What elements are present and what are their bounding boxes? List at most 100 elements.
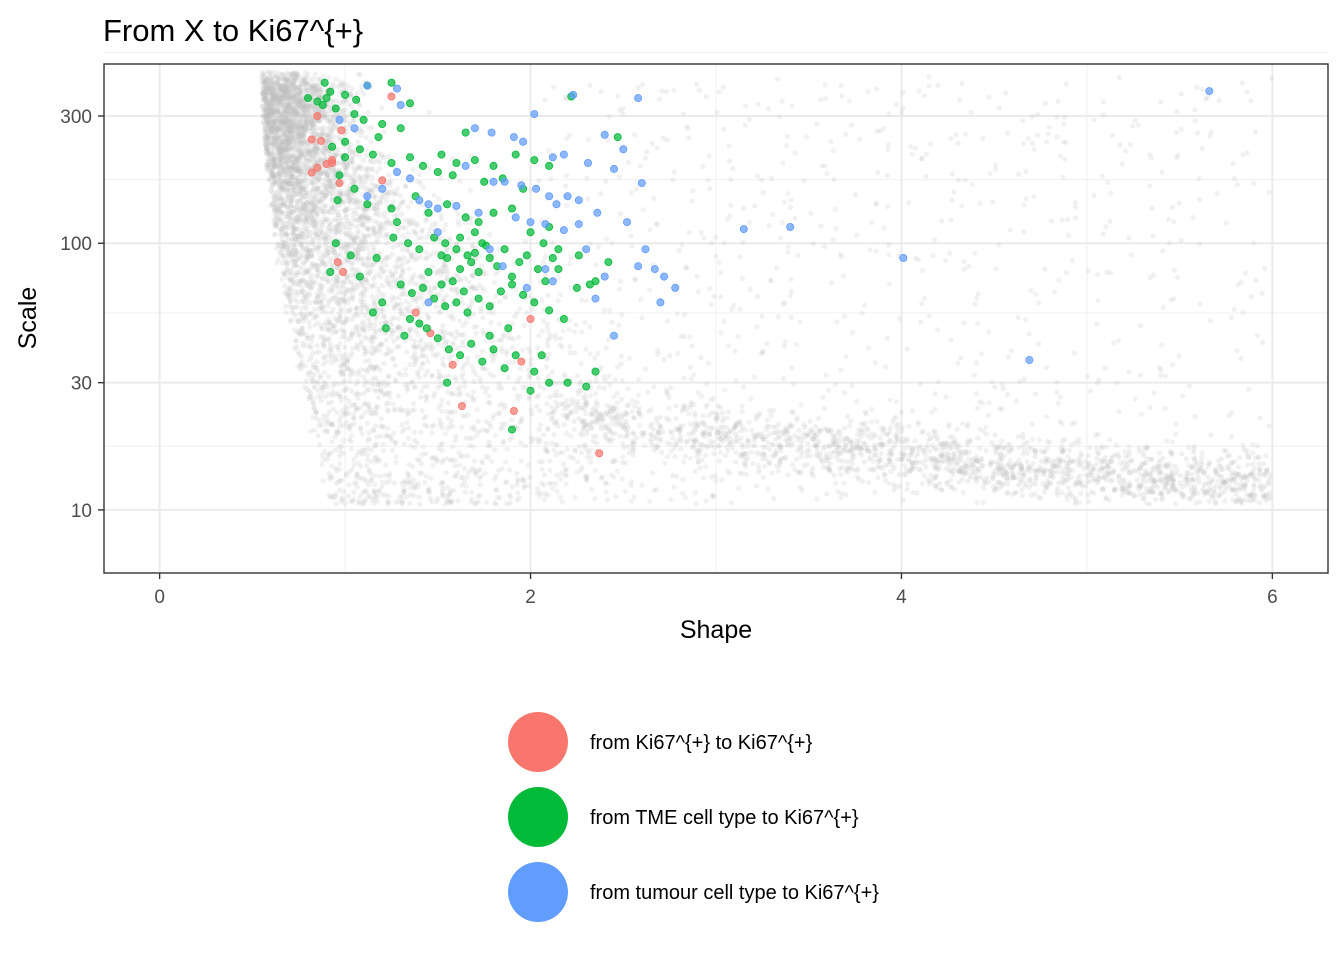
background-point [368, 447, 374, 453]
background-point [358, 83, 365, 89]
background-point [327, 130, 333, 136]
background-point [470, 443, 476, 449]
background-point [797, 484, 803, 490]
background-point [290, 119, 296, 125]
background-point [583, 400, 589, 406]
background-point [366, 430, 372, 436]
background-point [384, 254, 390, 260]
background-point [507, 467, 513, 473]
background-point [267, 113, 274, 120]
background-point [326, 259, 332, 265]
background-point [310, 350, 316, 356]
background-point [323, 185, 329, 191]
background-point [299, 77, 305, 83]
background-point [411, 493, 417, 499]
background-point [315, 245, 321, 251]
background-point [472, 501, 478, 507]
background-point [467, 443, 473, 449]
background-point [369, 166, 375, 173]
background-point [628, 498, 634, 504]
background-point [439, 355, 446, 362]
background-point [428, 287, 434, 293]
background-point [371, 427, 377, 434]
background-point [343, 167, 349, 173]
background-point [573, 321, 579, 328]
background-point [348, 335, 354, 341]
background-point [284, 262, 290, 268]
background-point [277, 99, 283, 105]
background-point [289, 210, 295, 216]
background-point [372, 375, 378, 381]
background-point [351, 117, 357, 123]
background-point [303, 313, 309, 319]
background-point [352, 179, 359, 185]
background-point [278, 72, 284, 78]
background-point [344, 274, 350, 280]
background-point [351, 313, 357, 319]
background-point [349, 466, 355, 472]
background-point [313, 232, 319, 238]
background-point [375, 228, 381, 234]
background-point [558, 476, 564, 482]
background-point [291, 216, 297, 222]
background-point [282, 271, 288, 277]
background-point [470, 398, 477, 404]
background-point [592, 355, 598, 361]
background-point [376, 395, 382, 401]
background-point [404, 419, 410, 425]
background-point [338, 229, 344, 236]
background-point [368, 459, 375, 465]
background-point [383, 337, 390, 343]
background-point [335, 83, 341, 90]
background-point [319, 422, 325, 428]
background-point [388, 178, 394, 184]
background-point [400, 198, 406, 204]
background-point [387, 389, 393, 395]
background-point [473, 470, 479, 476]
background-point [319, 452, 325, 458]
background-point [311, 372, 317, 378]
background-point [518, 440, 524, 446]
background-point [373, 273, 379, 279]
background-point [263, 89, 269, 95]
background-point [281, 86, 287, 92]
background-point [705, 360, 712, 366]
background-point [296, 143, 303, 149]
background-point [343, 215, 349, 221]
background-point [271, 223, 278, 229]
background-point [385, 274, 391, 280]
background-point [308, 156, 314, 162]
background-point [327, 178, 333, 184]
background-point [425, 284, 431, 290]
background-point [377, 165, 383, 171]
background-point [394, 301, 401, 307]
background-point [475, 493, 481, 500]
background-point [703, 381, 710, 387]
background-point [390, 401, 396, 407]
background-point [350, 165, 356, 171]
background-point [367, 159, 374, 165]
background-point [398, 211, 405, 217]
background-point [468, 220, 474, 226]
background-point [418, 272, 424, 278]
background-point [370, 283, 376, 289]
background-point [357, 216, 363, 222]
background-point [561, 422, 567, 428]
background-point [415, 369, 421, 375]
background-point [424, 423, 430, 430]
background-point [351, 456, 357, 462]
background-point [460, 453, 466, 459]
background-point [492, 447, 498, 453]
background-point [291, 118, 297, 124]
background-point [420, 352, 426, 358]
background-point [274, 136, 281, 142]
background-point [578, 297, 585, 303]
background-point [265, 163, 271, 169]
background-point [313, 120, 319, 126]
background-point [441, 363, 447, 369]
background-point [300, 74, 306, 80]
background-point [354, 91, 360, 97]
background-point [400, 501, 406, 507]
background-point [330, 296, 336, 302]
background-point [473, 286, 480, 292]
